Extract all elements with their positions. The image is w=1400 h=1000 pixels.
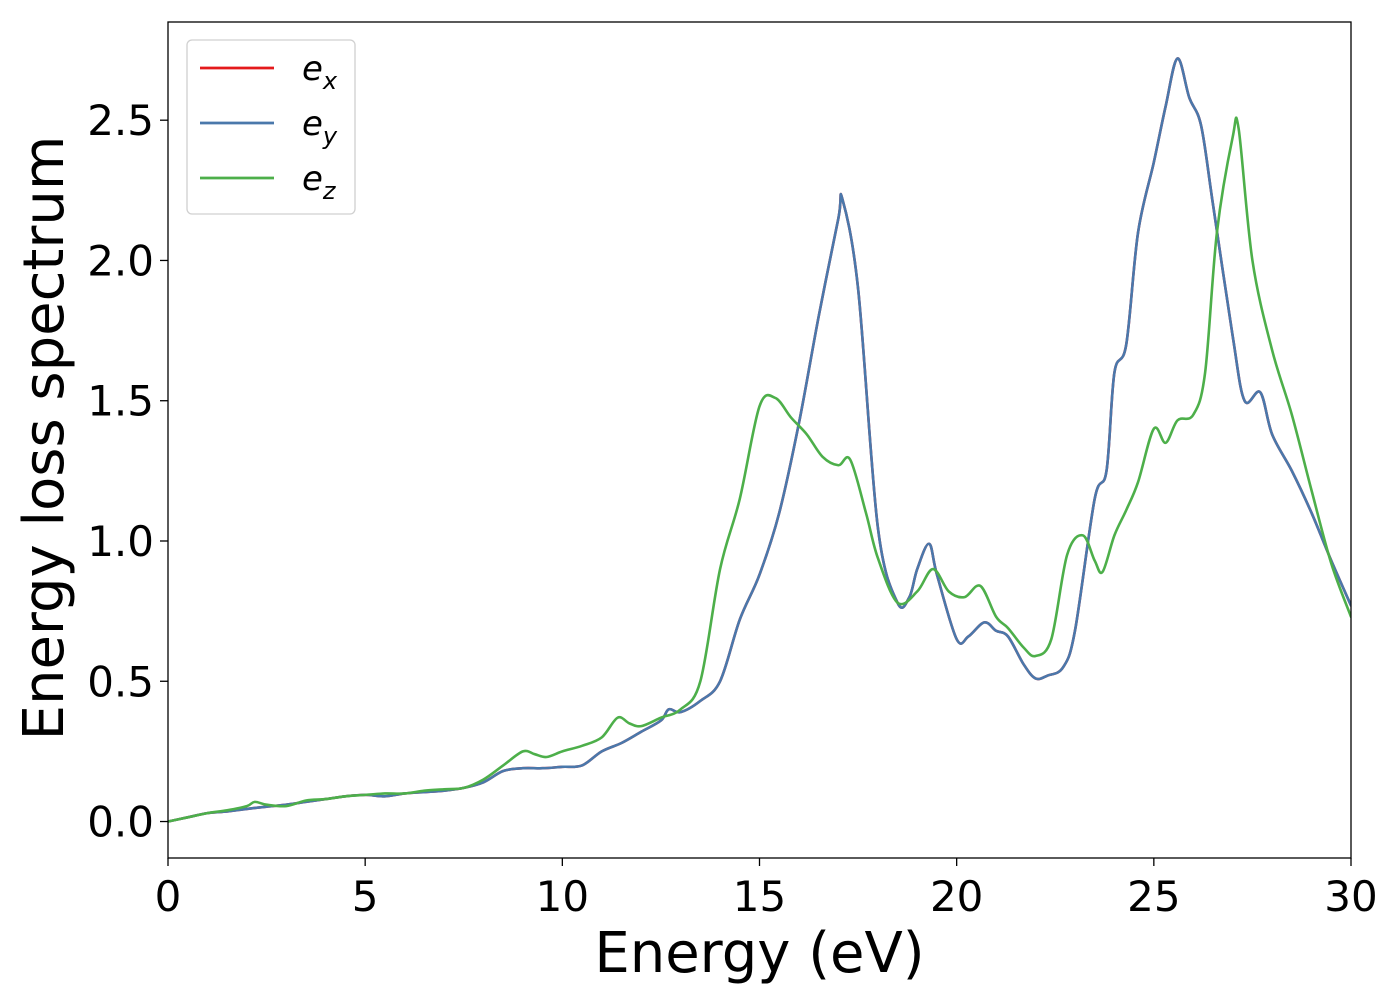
x-tick-label: 0 (155, 872, 182, 921)
y-tick-label: 0.0 (87, 798, 154, 847)
x-tick-label: 30 (1324, 872, 1377, 921)
x-tick-label: 15 (733, 872, 786, 921)
y-tick-label: 2.0 (87, 236, 154, 285)
y-tick-label: 1.0 (87, 517, 154, 566)
x-tick-label: 25 (1127, 872, 1180, 921)
x-axis-label: Energy (eV) (594, 921, 924, 986)
legend: ex ey ez (186, 39, 356, 215)
legend-label-x: ex (302, 49, 338, 95)
x-tick-label: 10 (536, 872, 589, 921)
series-layer (168, 57, 1351, 823)
x-tick-label: 20 (930, 872, 983, 921)
legend-label-z: ez (302, 159, 337, 205)
y-axis-label: Energy loss spectrum (12, 136, 77, 741)
y-tick-label: 1.5 (87, 377, 154, 426)
legend-box (186, 39, 356, 215)
legend-label-y: ey (302, 104, 338, 150)
y-tick-label: 2.5 (87, 96, 154, 145)
y-axis-ticks: 0.0 0.5 1.0 1.5 2.0 2.5 (87, 96, 168, 847)
y-tick-label: 0.5 (87, 657, 154, 706)
x-axis-ticks: 0 5 10 15 20 25 30 (155, 858, 1378, 921)
x-tick-label: 5 (352, 872, 379, 921)
series-line-z (168, 116, 1351, 823)
